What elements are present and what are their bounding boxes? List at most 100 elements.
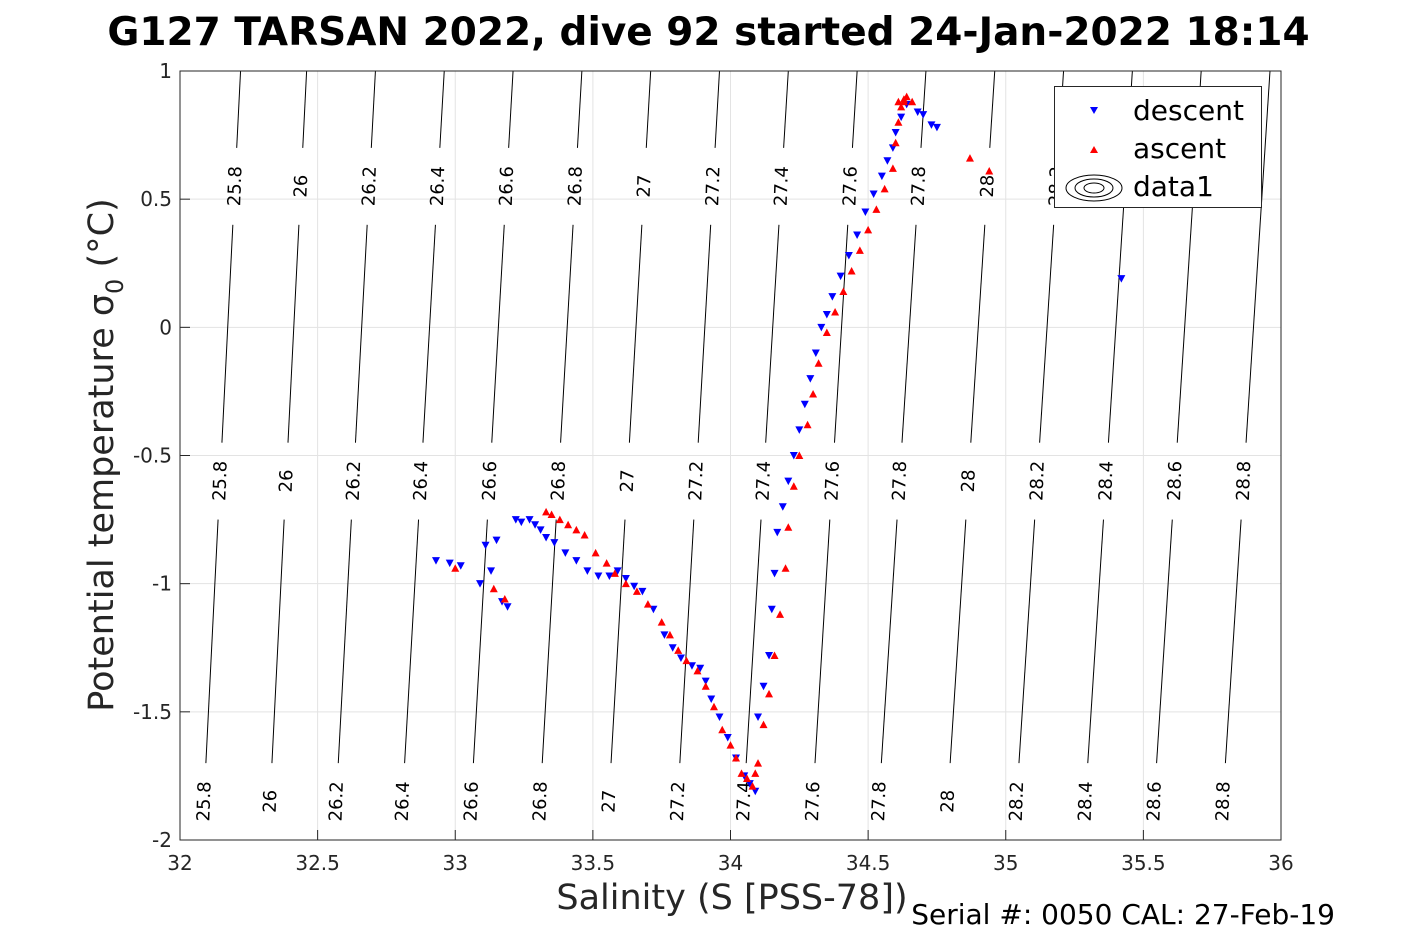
descent-point	[751, 787, 760, 796]
density-contour-label: 26	[260, 790, 282, 814]
descent-point	[877, 172, 886, 181]
ascent-point	[759, 720, 768, 729]
descent-point	[517, 518, 526, 527]
ascent-point	[831, 307, 840, 316]
ascent-point	[965, 154, 974, 162]
density-contour-line	[1245, 70, 1271, 443]
density-contour-label: 27.8	[908, 166, 930, 207]
ascent-point	[822, 328, 831, 336]
density-contour-label: 26	[276, 469, 298, 493]
ascent-point	[754, 759, 763, 767]
density-contour-label: 28.2	[1006, 781, 1028, 822]
ascent-point	[500, 595, 509, 603]
density-contour-label: 25.8	[224, 166, 246, 207]
density-contour-label: 26.2	[343, 461, 365, 502]
legend-item-data1: data1	[1055, 169, 1261, 205]
density-contour-line	[560, 224, 574, 443]
legend: descent ascent data1	[1054, 86, 1262, 208]
ascent-point	[891, 138, 900, 147]
descent-point	[696, 664, 705, 673]
descent-point	[503, 603, 512, 611]
ascent-point	[643, 600, 652, 608]
ascent-point	[621, 579, 630, 588]
density-contour-label: 28	[937, 790, 959, 814]
ascent-point	[701, 682, 710, 690]
density-contour-line	[472, 519, 488, 764]
contour-icon	[1065, 174, 1123, 202]
ascent-point	[784, 523, 793, 531]
ascent-point	[770, 651, 779, 659]
density-contour-line	[271, 519, 285, 764]
density-contour-label: 27.2	[685, 461, 707, 502]
density-contour-line	[1087, 519, 1104, 764]
descent-point	[456, 562, 465, 570]
ascent-point	[572, 525, 581, 534]
ascent-point	[610, 569, 619, 577]
density-contour-label: 26.8	[548, 461, 570, 502]
density-contour-line	[697, 224, 712, 443]
density-contour-line	[1039, 224, 1055, 443]
descent-point	[594, 572, 603, 580]
x-axis-label: Salinity (S [PSS-78])	[556, 878, 908, 918]
density-contour-line	[851, 70, 858, 148]
density-contour-label: 27	[617, 469, 639, 493]
legend-label: descent	[1133, 94, 1244, 127]
descent-point	[770, 569, 779, 578]
density-contour-label: 28.6	[1143, 781, 1165, 822]
density-contour-label: 28.8	[1212, 781, 1234, 822]
descent-point	[800, 400, 809, 409]
density-contour-label: 26.4	[410, 461, 432, 502]
y-tick-label: -1	[152, 572, 172, 596]
ascent-point	[897, 102, 906, 111]
descent-point	[778, 503, 787, 511]
ascent-point	[632, 587, 641, 595]
descent-point	[745, 780, 754, 788]
ascent-point	[580, 530, 589, 539]
density-contour-line	[949, 519, 967, 764]
density-contour-label: 28.6	[1164, 461, 1186, 502]
descent-point	[861, 208, 870, 216]
descent-point	[784, 477, 793, 486]
ascent-point	[795, 451, 804, 459]
descent-point	[638, 587, 647, 596]
chart-title: G127 TARSAN 2022, dive 92 started 24-Jan…	[107, 10, 1310, 55]
ascent-point	[732, 753, 741, 762]
density-contour-label: 26	[290, 174, 312, 198]
density-contour-line	[302, 70, 308, 148]
ascent-point	[765, 689, 774, 698]
ascent-point	[803, 420, 812, 429]
x-tick-label: 34	[718, 851, 743, 875]
y-tick-label: -2	[152, 828, 172, 852]
density-contour-label: 27.2	[667, 781, 689, 822]
density-contour-label: 26.8	[529, 781, 551, 822]
descent-point	[723, 733, 732, 742]
ascent-point	[682, 656, 691, 665]
ascent-point	[839, 287, 848, 295]
descent-point	[550, 539, 559, 547]
density-contour-label: 27.4	[753, 461, 775, 502]
descent-point	[817, 323, 826, 332]
density-contour-label: 28	[977, 174, 999, 198]
density-contour-line	[404, 519, 420, 764]
ascent-point	[489, 584, 498, 593]
descent-point	[572, 557, 581, 565]
y-axis-label-main: Potential temperature	[82, 327, 122, 712]
density-contour-line	[989, 70, 996, 148]
ascent-series	[451, 92, 994, 790]
density-contour-line	[439, 70, 445, 148]
descent-point	[844, 252, 853, 260]
density-contour-label: 27.8	[868, 781, 890, 822]
density-contour-label: 28	[958, 469, 980, 493]
descent-point	[583, 567, 592, 575]
legend-label: data1	[1133, 170, 1214, 203]
ascent-point	[564, 520, 573, 529]
ascent-point	[709, 702, 718, 711]
density-contour-line	[541, 519, 557, 764]
descent-point	[511, 516, 520, 524]
density-contour-label: 27.4	[733, 781, 755, 822]
density-contour-line	[880, 519, 898, 764]
density-contour-label: 27.8	[889, 461, 911, 502]
density-contour-line	[714, 70, 720, 148]
descent-point	[687, 662, 696, 670]
ascent-point	[751, 769, 760, 777]
